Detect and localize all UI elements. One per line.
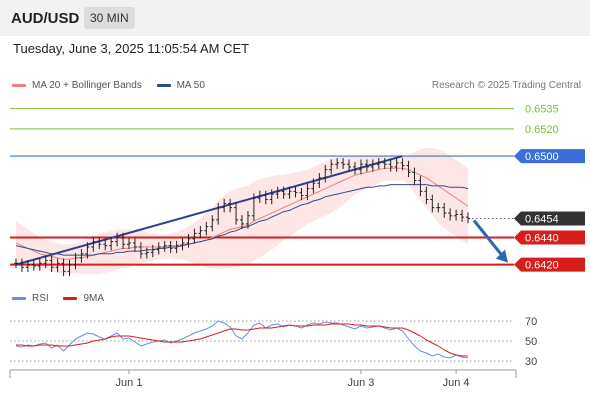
legend-ma20-label: MA 20 + Bollinger Bands: [32, 80, 142, 91]
legend-rsi-ma-label: 9MA: [83, 293, 105, 304]
legend-rsi: RSI: [12, 293, 49, 304]
ma50-swatch-icon: [156, 83, 171, 87]
rsi-tick-2: 30: [525, 356, 537, 368]
ma20-swatch-icon: [12, 83, 26, 87]
level-label-0: 0.6535: [525, 104, 559, 116]
x-tick-label-0: Jun 1: [116, 377, 143, 389]
x-tick-label-1: Jun 3: [347, 377, 374, 389]
forecast-arrow-line: [472, 219, 505, 258]
price-legend: MA 20 + Bollinger Bands MA 50: [12, 80, 217, 91]
forecast-arrow-head-icon: [496, 249, 508, 263]
rsi-swatch-icon: [12, 296, 26, 300]
copyright-text: Research © 2025 Trading Central: [431, 80, 581, 91]
legend-ma50-label: MA 50: [176, 80, 205, 91]
rsi-line: [15, 320, 469, 359]
legend-ma50: MA 50: [156, 80, 205, 91]
level-label-4: 0.6440: [525, 233, 559, 245]
legend-ma20: MA 20 + Bollinger Bands: [12, 80, 142, 91]
symbol-title: AUD/USD: [11, 10, 80, 27]
x-tick-label-2: Jun 4: [443, 377, 470, 389]
legend-rsi-label: RSI: [32, 293, 49, 304]
level-tag-5: [514, 257, 585, 272]
level-label-2: 0.6500: [525, 151, 559, 163]
rsi-tick-1: 50: [525, 336, 537, 348]
header-bar: AUD/USD 30 MIN: [0, 0, 590, 36]
level-tag-3: [514, 211, 585, 226]
rsi-ma-swatch-icon: [63, 296, 78, 300]
level-label-1: 0.6520: [525, 124, 559, 136]
level-label-3: 0.6454: [525, 214, 559, 226]
level-tag-2: [514, 149, 585, 164]
legend-rsi-ma: 9MA: [63, 293, 104, 304]
rsi-legend: RSI 9MA: [12, 293, 116, 304]
timeframe-badge[interactable]: 30 MIN: [84, 7, 135, 29]
rsi-ma-line: [16, 323, 468, 357]
datetime-label: Tuesday, June 3, 2025 11:05:54 AM CET: [13, 41, 250, 56]
rsi-tick-0: 70: [525, 316, 537, 328]
trendline: [15, 155, 403, 266]
level-label-5: 0.6420: [525, 260, 559, 272]
level-tag-4: [514, 230, 585, 245]
